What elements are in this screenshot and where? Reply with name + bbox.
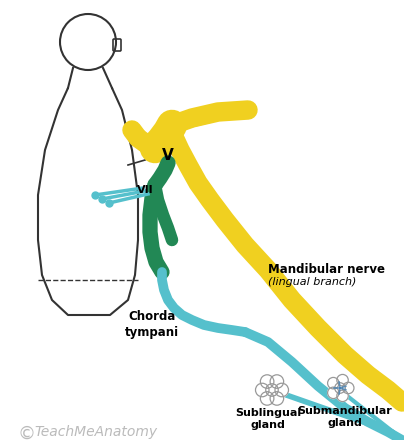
Circle shape: [275, 383, 288, 397]
Text: Submandibular
gland: Submandibular gland: [298, 406, 392, 429]
Circle shape: [260, 392, 274, 405]
Circle shape: [337, 390, 348, 402]
Text: TeachMeAnatomy: TeachMeAnatomy: [34, 425, 157, 439]
Text: Mandibular nerve: Mandibular nerve: [268, 263, 385, 276]
Circle shape: [270, 375, 284, 389]
Circle shape: [335, 383, 345, 393]
Circle shape: [260, 375, 274, 389]
Circle shape: [343, 382, 354, 394]
Circle shape: [266, 384, 278, 396]
Circle shape: [270, 392, 284, 405]
Circle shape: [337, 374, 348, 386]
Text: V: V: [162, 147, 174, 162]
Circle shape: [255, 383, 269, 397]
Text: Sublingual
gland: Sublingual gland: [235, 408, 301, 430]
Text: ©: ©: [18, 425, 36, 440]
Circle shape: [328, 378, 339, 389]
Text: Chorda
tympani: Chorda tympani: [125, 310, 179, 339]
Text: VII: VII: [137, 185, 153, 195]
Circle shape: [328, 387, 339, 399]
Text: (lingual branch): (lingual branch): [268, 277, 356, 287]
